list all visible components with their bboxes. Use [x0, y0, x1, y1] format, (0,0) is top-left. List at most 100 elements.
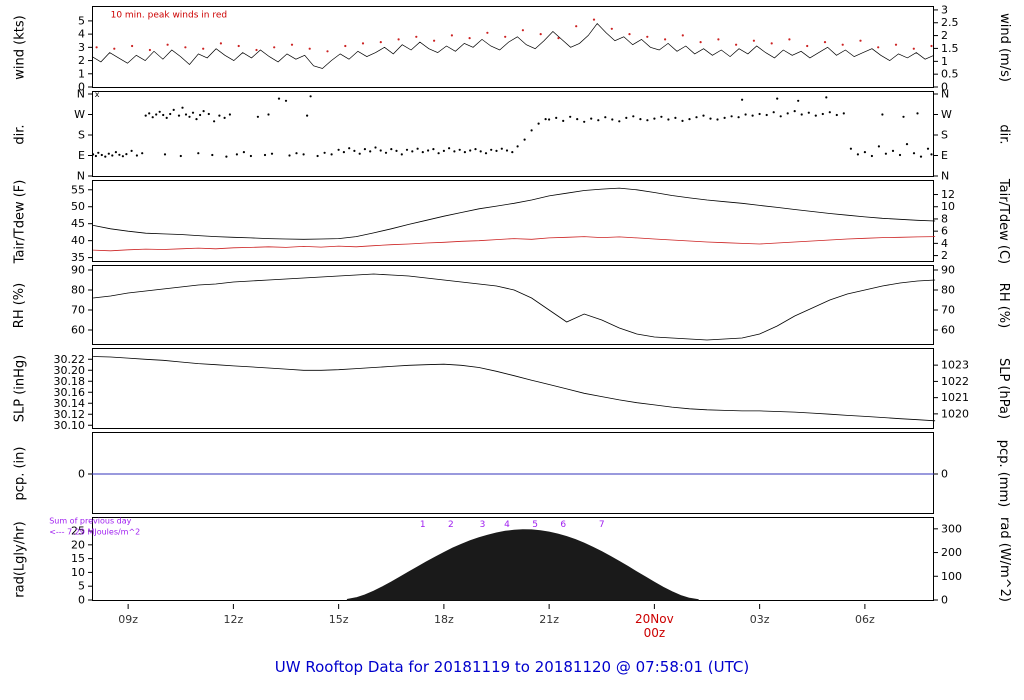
axis-title-text: wind (m/s) [996, 12, 1012, 82]
svg-text:55: 55 [71, 183, 85, 196]
axis-title-text: dir. [12, 123, 28, 145]
svg-text:<--- 7.29 MJoules/m^2: <--- 7.29 MJoules/m^2 [49, 528, 140, 537]
svg-text:3: 3 [941, 3, 948, 16]
svg-text:15: 15 [71, 552, 85, 565]
panel-pressure: SLP (inHg) 30.10 30.12 30.14 30.16 30.18 30.2… [2, 348, 1022, 432]
svg-text:70: 70 [941, 304, 955, 317]
svg-text:6: 6 [560, 520, 566, 530]
svg-text:03z: 03z [750, 613, 770, 626]
svg-text:2: 2 [941, 249, 948, 262]
svg-text:21z: 21z [539, 613, 559, 626]
svg-text:N: N [941, 88, 949, 101]
svg-text:3: 3 [78, 41, 85, 54]
svg-text:8: 8 [941, 212, 948, 225]
svg-text:N: N [77, 88, 85, 101]
svg-text:20: 20 [71, 538, 85, 551]
svg-text:2: 2 [448, 520, 454, 530]
axis-title-text: SLP (hPa) [996, 357, 1012, 420]
svg-text:1023: 1023 [941, 359, 969, 372]
svg-text:1021: 1021 [941, 391, 969, 404]
svg-text:4: 4 [504, 520, 510, 530]
svg-text:4: 4 [78, 28, 85, 41]
svg-text:0: 0 [941, 594, 948, 607]
svg-text:3: 3 [480, 520, 486, 530]
svg-text:S: S [78, 129, 85, 142]
svg-text:20Nov: 20Nov [635, 612, 674, 626]
temperature-left-axis-title: Tair/Tdew (F) [2, 179, 38, 263]
svg-text:1: 1 [420, 520, 426, 530]
svg-text:Sum of previous day: Sum of previous day [49, 517, 131, 526]
precipitation-left-axis-title: pcp. (in) [2, 432, 38, 514]
svg-text:50: 50 [71, 200, 85, 213]
svg-text:S: S [941, 129, 948, 142]
svg-text:300: 300 [941, 522, 962, 535]
svg-text:30.14: 30.14 [54, 397, 86, 410]
svg-text:5: 5 [78, 14, 85, 27]
svg-text:30.10: 30.10 [54, 419, 86, 432]
svg-text:200: 200 [941, 546, 962, 559]
svg-text:09z: 09z [118, 613, 138, 626]
svg-text:30.22: 30.22 [54, 353, 86, 366]
humidity-plot: 60 70 80 90 60 70 80 90 [71, 264, 955, 345]
precipitation-right-axis-title: pcp. (mm) [986, 432, 1022, 514]
humidity-left-axis-title: RH (%) [2, 265, 38, 345]
svg-text:4: 4 [941, 237, 948, 250]
svg-text:18z: 18z [434, 613, 454, 626]
svg-text:30.18: 30.18 [54, 375, 86, 388]
svg-text:2: 2 [78, 54, 85, 67]
svg-text:30.20: 30.20 [54, 364, 86, 377]
temperature-right-axis-title: Tair/Tdew (C) [986, 178, 1022, 264]
svg-text:60: 60 [71, 324, 85, 337]
svg-text:0: 0 [941, 81, 948, 94]
wind-right-axis-title: wind (m/s) [986, 6, 1022, 88]
svg-text:10: 10 [71, 566, 85, 579]
panel-humidity: RH (%) 60 70 80 90 60 70 80 90 RH (%) [2, 264, 1022, 345]
pressure-left-axis-title: SLP (inHg) [2, 348, 38, 429]
direction-right-axis-title: dir. [986, 91, 1022, 177]
weather-multi-panel-figure: wind (kts) 0 1 2 3 4 5 0 0.5 1 1.5 2 2.5 3 10 min. pe… [2, 3, 1022, 676]
svg-text:N: N [77, 170, 85, 183]
svg-text:7: 7 [599, 520, 605, 530]
svg-text:06z: 06z [855, 613, 875, 626]
svg-text:2: 2 [941, 29, 948, 42]
svg-text:E: E [78, 149, 85, 162]
svg-text:1: 1 [941, 55, 948, 68]
svg-text:30.12: 30.12 [54, 408, 86, 421]
radiation-left-axis-title: rad(Lgly/hr) [2, 517, 38, 601]
svg-text:0: 0 [78, 81, 85, 94]
axis-title-text: rad (W/m^2) [996, 516, 1012, 602]
radiation-right-axis-title: rad (W/m^2) [986, 516, 1022, 602]
svg-text:60: 60 [941, 324, 955, 337]
svg-text:1.5: 1.5 [941, 42, 959, 55]
panel-radiation: rad(Lgly/hr) 0 5 10 15 20 25 0 100 200 300 Sum of … [2, 516, 1022, 607]
axis-title-text: RH (%) [12, 282, 28, 328]
svg-text:45: 45 [71, 217, 85, 230]
svg-text:15z: 15z [329, 613, 349, 626]
x-axis-row: 09z 12z 15z 18z 21z 20Nov 00z 03z 06z [2, 604, 1022, 644]
svg-text:x: x [95, 90, 100, 99]
svg-text:N: N [941, 170, 949, 183]
axis-title-text: pcp. (mm) [996, 439, 1012, 507]
svg-text:70: 70 [71, 304, 85, 317]
svg-text:0.5: 0.5 [941, 68, 959, 81]
axis-title-text: RH (%) [996, 282, 1012, 328]
svg-text:6: 6 [941, 225, 948, 238]
svg-text:E: E [941, 149, 948, 162]
panel-temperature: Tair/Tdew (F) 35 40 45 50 55 2 4 6 8 10 12 Tair/Td… [2, 178, 1022, 264]
axis-title-text: Tair/Tdew (C) [996, 178, 1012, 264]
svg-text:40: 40 [71, 234, 85, 247]
svg-text:1020: 1020 [941, 407, 969, 420]
svg-text:00z: 00z [644, 626, 666, 640]
svg-text:80: 80 [71, 284, 85, 297]
svg-text:W: W [941, 108, 952, 121]
svg-text:12z: 12z [223, 613, 243, 626]
svg-text:2.5: 2.5 [941, 16, 959, 29]
axis-title-text: SLP (inHg) [12, 354, 28, 423]
svg-text:12: 12 [941, 188, 955, 201]
svg-text:5: 5 [78, 580, 85, 593]
